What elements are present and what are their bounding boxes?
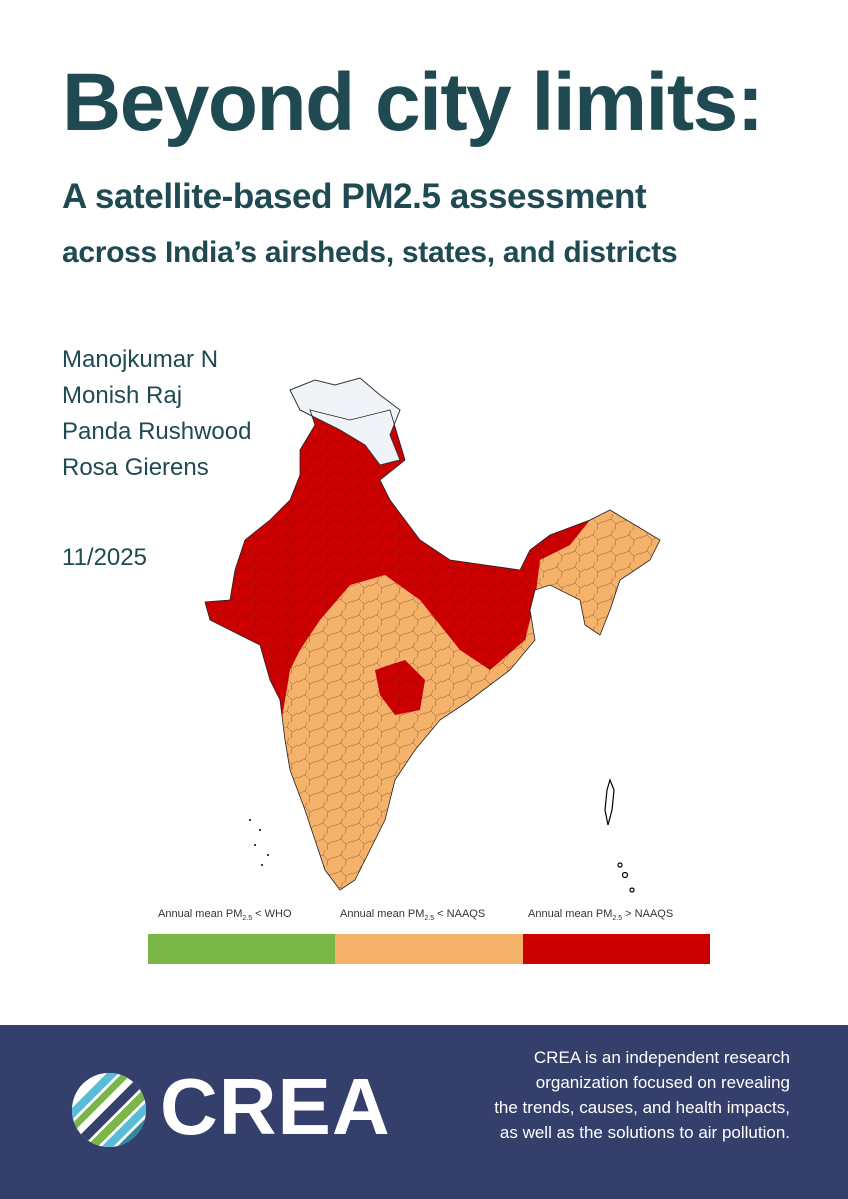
report-title: Beyond city limits: bbox=[62, 57, 764, 148]
india-pm25-map bbox=[204, 377, 661, 893]
tagline-line: as well as the solutions to air pollutio… bbox=[499, 1123, 790, 1142]
andaman-nicobar-islands bbox=[604, 778, 635, 893]
legend-swatch-below-naaqs bbox=[335, 934, 523, 964]
region-kashmir bbox=[289, 377, 401, 466]
legend-swatch-above-naaqs bbox=[522, 934, 710, 964]
legend-swatch-who bbox=[148, 934, 336, 964]
map-legend: Annual mean PM2.5 < WHO Annual mean PM2.… bbox=[148, 908, 710, 964]
author-name: Monish Raj bbox=[62, 382, 183, 409]
subtitle-line-2: across India’s airsheds, states, and dis… bbox=[62, 236, 678, 269]
footer-banner: CREA CREA is an independent research org… bbox=[0, 1025, 848, 1199]
legend-label-who: Annual mean PM2.5 < WHO bbox=[158, 908, 292, 923]
subtitle-line-1: A satellite-based PM2.5 assessment bbox=[62, 177, 647, 216]
legend-color-bar bbox=[148, 934, 710, 964]
crea-tagline: CREA is an independent research organiza… bbox=[370, 1045, 790, 1145]
author-name: Rosa Gierens bbox=[62, 454, 209, 481]
lakshadweep-islands bbox=[249, 819, 269, 866]
legend-label-above-naaqs: Annual mean PM2.5 > NAAQS bbox=[528, 908, 674, 923]
author-name: Manojkumar N bbox=[62, 346, 219, 373]
author-name: Panda Rushwood bbox=[62, 418, 252, 445]
crea-logo-text: CREA bbox=[160, 1062, 391, 1151]
publication-date: 11/2025 bbox=[62, 544, 147, 571]
author-list: Manojkumar N Monish Raj Panda Rushwood R… bbox=[62, 342, 251, 486]
tagline-line: CREA is an independent research bbox=[533, 1048, 790, 1067]
map-regions bbox=[205, 410, 660, 890]
crea-logo-icon bbox=[71, 1072, 147, 1148]
tagline-line: organization focused on revealing bbox=[535, 1073, 790, 1092]
tagline-line: the trends, causes, and health impacts, bbox=[494, 1098, 790, 1117]
legend-label-below-naaqs: Annual mean PM2.5 < NAAQS bbox=[340, 908, 486, 923]
